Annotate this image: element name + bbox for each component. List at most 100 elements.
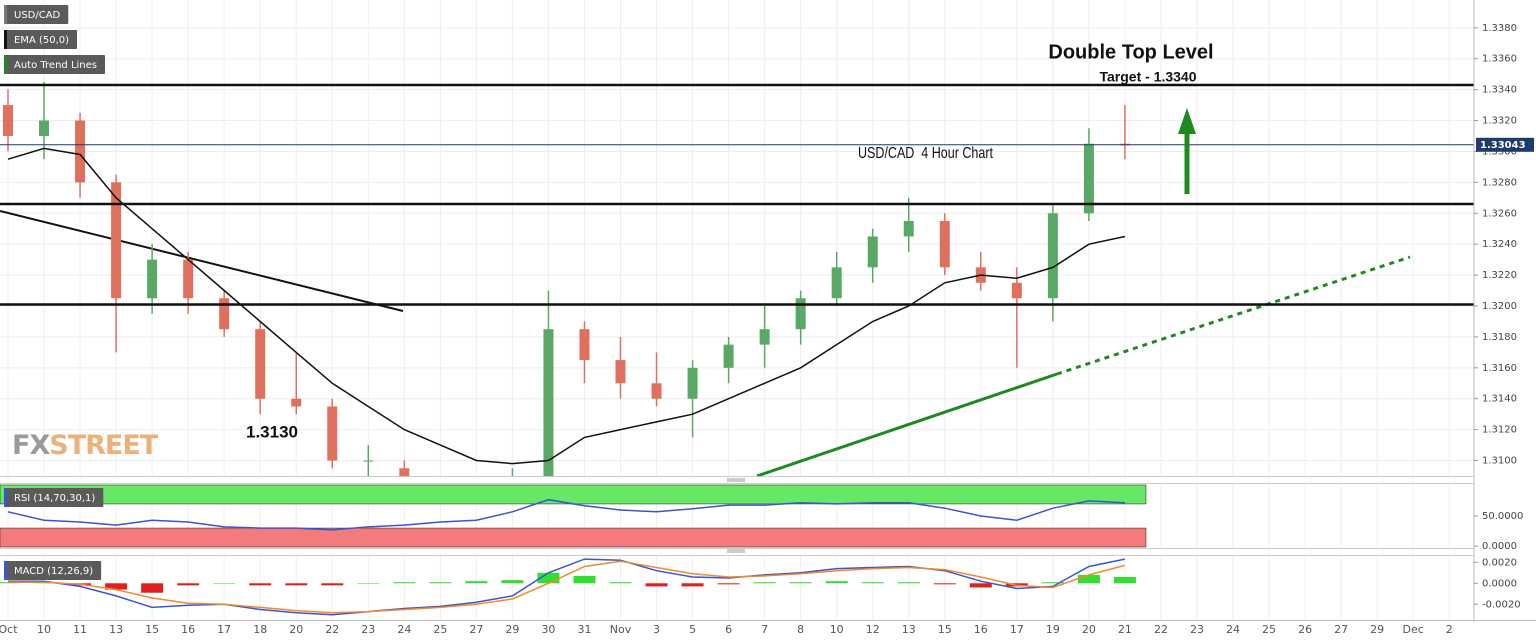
x-tick-label: 6 (725, 623, 732, 636)
overbought-band (0, 484, 1147, 505)
x-tick-label: 22 (325, 623, 339, 636)
logo: FXSTREET (12, 430, 160, 461)
x-tick-label: 13 (109, 623, 123, 636)
candle-body (687, 367, 698, 399)
candle-body (939, 221, 950, 268)
rsi-plot (0, 484, 1147, 548)
x-tick-label: 23 (1190, 623, 1204, 636)
histogram-bar (897, 582, 920, 584)
x-tick-label: 17 (1010, 623, 1024, 636)
annotation-chart-label: USD/CAD 4 Hour Chart (858, 145, 993, 162)
y-tick-label: 1.3340 (1482, 85, 1517, 96)
x-tick-label: 31 (577, 623, 591, 636)
trend-line-projection (1056, 255, 1411, 376)
legend-box (4, 5, 69, 24)
x-tick-label: Dec (1403, 623, 1424, 636)
y-tick-label: 1.3120 (1482, 425, 1517, 436)
y-tick-label: 1.3240 (1482, 239, 1517, 250)
y-tick-label: 1.3140 (1482, 394, 1517, 405)
histogram-bar (573, 575, 596, 584)
histogram-bar (285, 583, 308, 586)
x-tick-label: 10 (830, 623, 844, 636)
x-tick-label: 16 (974, 623, 988, 636)
histogram-bar (717, 583, 740, 585)
series-line (8, 560, 1126, 614)
x-tick-label: 24 (1226, 623, 1240, 636)
candle-body (75, 120, 86, 183)
legend-label: RSI (14,70,30,1) (14, 493, 95, 504)
candle-body (759, 329, 770, 345)
legend-stripe (4, 561, 7, 580)
x-tick-label: 18 (253, 623, 267, 636)
y-tick-label: 0.0000 (1482, 578, 1517, 589)
histogram-bar (1077, 574, 1100, 584)
histogram-bar (141, 583, 164, 593)
x-tick-label: 21 (1118, 623, 1132, 636)
oversold-band (0, 527, 1147, 548)
candle-body (579, 329, 590, 361)
candle-body (831, 267, 842, 299)
candle-body (1083, 143, 1094, 214)
legend-box (4, 55, 105, 74)
legend-box (4, 488, 104, 507)
candle-body (111, 182, 122, 299)
candle-body (399, 468, 410, 476)
histogram-bar (645, 583, 668, 587)
histogram-bar (1113, 576, 1136, 584)
x-tick-label: 27 (469, 623, 483, 636)
histogram-bar (249, 583, 272, 586)
histogram-bar (861, 582, 884, 584)
legend-stripe (4, 5, 7, 24)
histogram-bar (393, 582, 416, 584)
y-tick-label: 1.3380 (1482, 23, 1517, 34)
legend-stripe (4, 30, 7, 49)
histogram-bar (933, 583, 956, 585)
legend-box (4, 30, 78, 49)
annotation-title: Double Top Level (1048, 41, 1213, 63)
histogram-bar (681, 583, 704, 587)
legend-stripe (4, 55, 7, 74)
x-tick-label: 5 (689, 623, 696, 636)
y-tick-label: -0.0020 (1482, 599, 1521, 610)
x-tick-label: 25 (1262, 623, 1276, 636)
x-tick-label: 16 (181, 623, 195, 636)
candle-body (543, 329, 554, 476)
trend-line-down (0, 210, 404, 312)
histogram-bar (105, 583, 128, 590)
x-tick-label: 2 (1446, 623, 1453, 636)
x-tick-label: 17 (217, 623, 231, 636)
legend: USD/CAD EMA (50,0) Auto Trend Lines RSI (14… (4, 5, 105, 580)
legend-box (4, 561, 102, 580)
x-tick-label: Oct (0, 623, 18, 636)
candle-body (363, 460, 374, 462)
histogram-bar (177, 583, 200, 586)
candle-body (3, 105, 13, 136)
y-tick-label: 1.3320 (1482, 116, 1517, 127)
histogram-bar (429, 582, 452, 584)
series-line (7, 498, 1125, 531)
histogram-bar (501, 580, 524, 584)
histogram-bar (537, 572, 560, 584)
x-tick-label: 12 (866, 623, 880, 636)
candle-body (1047, 213, 1058, 299)
x-tick-label: Nov (610, 623, 632, 636)
x-tick-label: 24 (397, 623, 411, 636)
legend-label: MACD (12,26,9) (14, 566, 93, 577)
candle-body (219, 298, 230, 330)
x-tick-label: 23 (361, 623, 375, 636)
y-tick-label: 1.3260 (1482, 208, 1517, 219)
y-tick-label: 1.3280 (1482, 177, 1517, 188)
x-tick-label: 27 (1334, 623, 1348, 636)
candle-body (291, 398, 302, 407)
histogram-bar (321, 583, 344, 586)
x-tick-label: 11 (73, 623, 87, 636)
candle-body (867, 236, 878, 268)
y-tick-label: 1.3220 (1482, 270, 1517, 281)
histogram-bar (609, 582, 632, 584)
x-tick-label: 30 (541, 623, 555, 636)
x-tick-label: 3 (653, 623, 660, 636)
legend-stripe (4, 488, 7, 507)
